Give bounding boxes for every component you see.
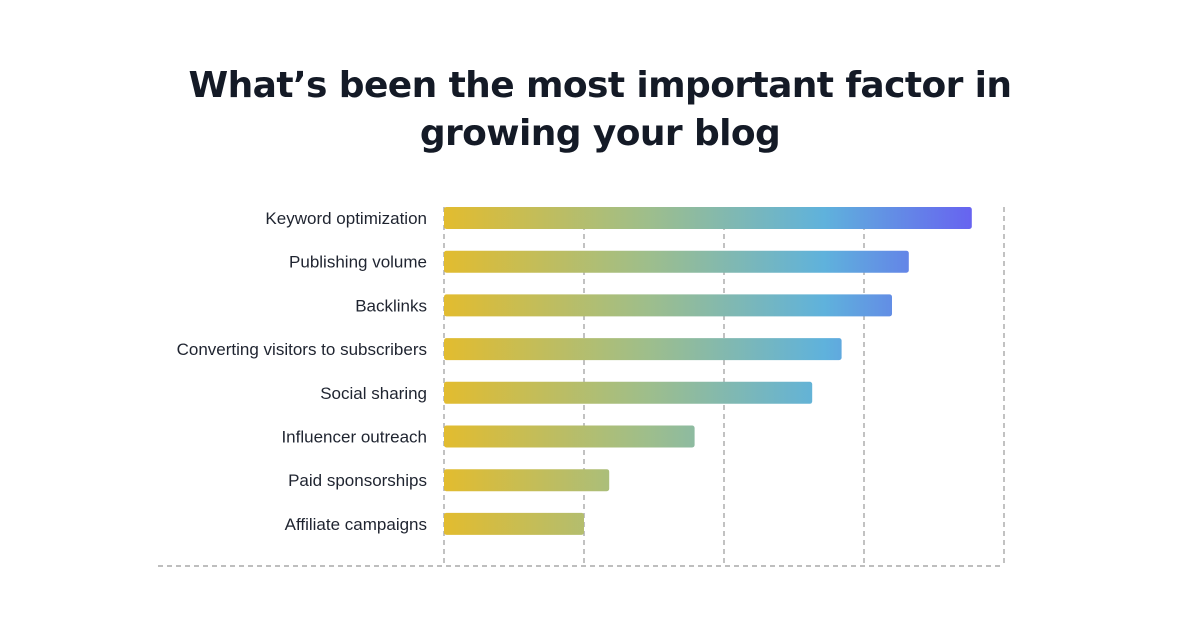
category-label: Keyword optimization <box>265 209 427 228</box>
grid-layer <box>158 207 1005 567</box>
bar <box>444 207 972 229</box>
category-label: Converting visitors to subscribers <box>177 340 427 359</box>
bar <box>444 425 695 448</box>
category-label: Paid sponsorships <box>288 471 427 490</box>
bar <box>444 381 813 404</box>
bar <box>444 294 892 317</box>
bar <box>444 469 610 492</box>
category-label: Backlinks <box>355 296 427 315</box>
chart-title: What’s been the most important factor in… <box>188 65 1013 154</box>
bar-layer <box>444 207 972 535</box>
bar <box>444 512 584 535</box>
label-layer: Keyword optimization Publishing volume Bac… <box>177 209 427 534</box>
bar <box>444 250 909 273</box>
category-label: Affiliate campaigns <box>285 515 427 534</box>
category-label: Influencer outreach <box>281 428 427 447</box>
category-label: Social sharing <box>320 384 427 403</box>
category-label: Publishing volume <box>289 253 427 272</box>
bar <box>444 338 842 361</box>
